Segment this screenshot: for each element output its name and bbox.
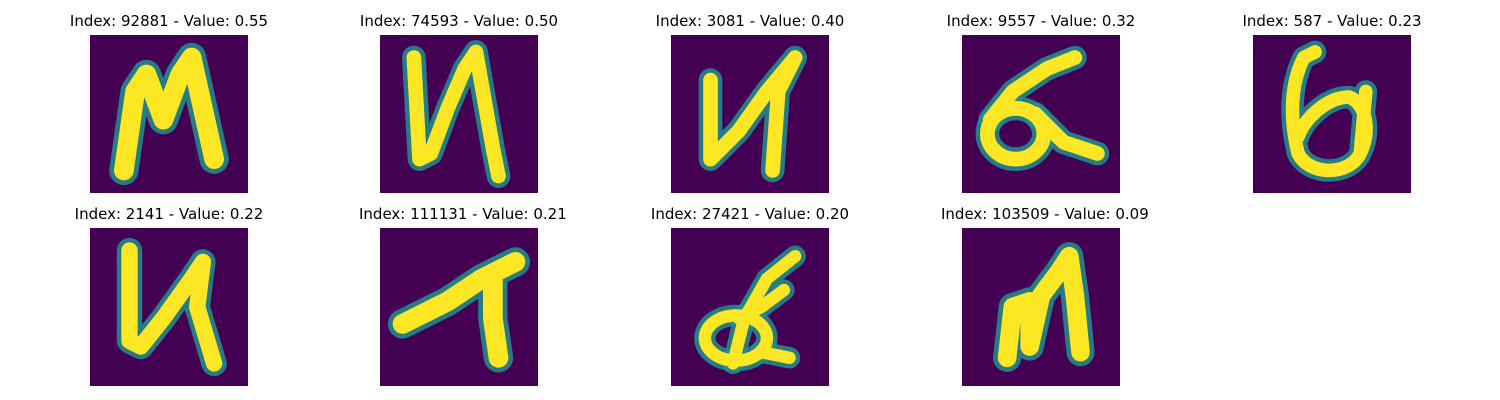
handwritten-n-image — [380, 35, 538, 193]
panel-title: Index: 111131 - Value: 0.21 — [359, 205, 567, 223]
handwritten-m-image — [962, 228, 1120, 386]
handwritten-six-image — [1253, 35, 1411, 193]
panel-title: Index: 2141 - Value: 0.22 — [74, 205, 264, 223]
panel-title: Index: 3081 - Value: 0.40 — [655, 12, 845, 30]
panel-title: Index: 27421 - Value: 0.20 — [650, 205, 850, 223]
handwritten-n-image — [90, 35, 248, 193]
handwritten-loop-image — [962, 35, 1120, 193]
handwritten-n-image — [90, 228, 248, 386]
handwritten-seven-image — [380, 228, 538, 386]
panel-title: Index: 92881 - Value: 0.55 — [69, 12, 269, 30]
handwritten-loop-image — [671, 228, 829, 386]
panel-title: Index: 587 - Value: 0.23 — [1242, 12, 1422, 30]
handwritten-n-image — [671, 35, 829, 193]
panel-title: Index: 74593 - Value: 0.50 — [359, 12, 559, 30]
panel-title: Index: 103509 - Value: 0.09 — [941, 205, 1149, 223]
panel-title: Index: 9557 - Value: 0.32 — [946, 12, 1136, 30]
